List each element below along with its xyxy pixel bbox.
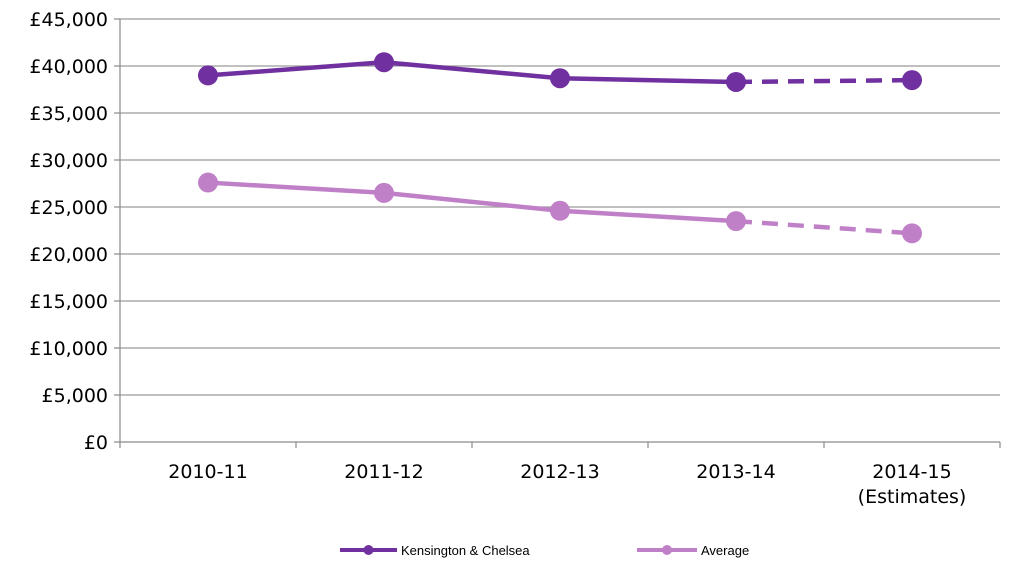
x-tick-label: 2010-11 [168, 461, 247, 483]
x-tick-label: 2014-15 (Estimates) [858, 461, 967, 508]
y-tick-label: £10,000 [29, 338, 108, 360]
data-point [198, 65, 218, 86]
y-tick-label: £0 [84, 432, 108, 454]
series-line-estimate [735, 77, 913, 85]
data-point [550, 200, 570, 221]
legend: Kensington & Chelsea Average [340, 543, 749, 558]
data-point [902, 223, 922, 244]
y-tick-label: £30,000 [29, 150, 108, 172]
x-tick-label: 2011-12 [344, 461, 423, 483]
y-axis-tick-labels: £0 £5,000 £10,000 £15,000 £20,000 £25,000 £30,… [29, 9, 108, 454]
x-tick-label: 2012-13 [520, 461, 599, 483]
legend-item: Kensington & Chelsea [340, 543, 530, 558]
series-line [205, 180, 739, 224]
legend-label: Kensington & Chelsea [401, 543, 530, 558]
legend-swatch-marker [363, 545, 374, 555]
series-line [205, 59, 739, 85]
series-1 [198, 172, 922, 244]
y-tick-label: £5,000 [42, 385, 108, 407]
y-tick-label: £25,000 [29, 197, 108, 219]
legend-item: Average [637, 543, 749, 558]
data-point [374, 182, 394, 203]
y-tick-label: £45,000 [29, 9, 108, 31]
x-tick-label: 2013-14 [696, 461, 775, 483]
data-point [902, 70, 922, 91]
data-point [198, 172, 218, 193]
axes [114, 18, 1001, 448]
data-point [726, 211, 746, 232]
data-point [374, 52, 394, 73]
series-lines [198, 52, 922, 244]
data-point [726, 71, 746, 92]
y-tick-label: £15,000 [29, 291, 108, 313]
y-tick-label: £40,000 [29, 56, 108, 78]
y-tick-label: £20,000 [29, 244, 108, 266]
y-tick-label: £35,000 [29, 103, 108, 125]
x-axis-tick-labels: 2010-11 2011-12 2012-13 2013-14 2014-15 (Esti… [168, 461, 966, 508]
data-point [550, 68, 570, 89]
legend-label: Average [701, 543, 749, 558]
series-line-estimate [735, 218, 913, 236]
legend-swatch-marker [662, 545, 672, 555]
series-0 [198, 52, 922, 92]
